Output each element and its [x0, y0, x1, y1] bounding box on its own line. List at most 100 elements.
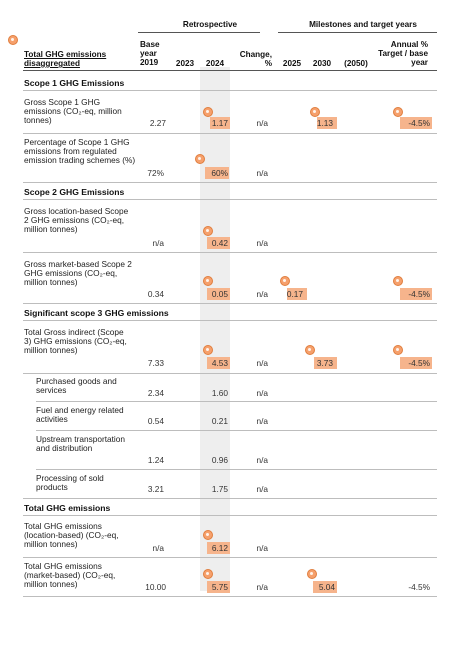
section-rule [23, 199, 437, 200]
cell-highlight [400, 117, 432, 129]
cell-change: n/a [256, 238, 268, 248]
cell-change: n/a [256, 388, 268, 398]
row-rule [36, 469, 437, 470]
section-scope2-title: Scope 2 GHG Emissions [24, 187, 125, 197]
marker-icon [393, 345, 403, 355]
marker-icon [310, 107, 320, 117]
marker-icon [305, 345, 315, 355]
column-2024-shading [200, 67, 230, 591]
marker-icon [393, 107, 403, 117]
marker-icon [203, 276, 213, 286]
marker-icon [307, 569, 317, 579]
group-rule-milestones [278, 32, 437, 33]
cell-2024: 1.60 [211, 388, 228, 398]
header-group-milestones: Milestones and target years [309, 20, 417, 29]
header-2025: 2025 [282, 59, 302, 68]
cell-highlight [287, 288, 307, 300]
header-change: Change, % [239, 50, 272, 68]
header-2024: 2024 [205, 59, 225, 68]
marker-icon [280, 276, 290, 286]
section-total-title: Total GHG emissions [24, 503, 111, 513]
cell-highlight [317, 117, 337, 129]
cell-change: n/a [256, 484, 268, 494]
row-label-market-scope2: Gross market-based Scope 2 GHG emissions… [24, 259, 132, 288]
row-label-processing-sold: Processing of sold products [36, 473, 104, 493]
row-rule [23, 252, 437, 253]
cell-highlight [210, 117, 230, 129]
cell-2025: 0.17 [286, 289, 303, 299]
cell-highlight [313, 581, 337, 593]
header-group-retrospective: Retrospective [182, 20, 238, 29]
row-label-gross-scope1: Gross Scope 1 GHG emissions (CO₂-eq, mil… [24, 97, 122, 126]
cell-base: 1.24 [147, 455, 164, 465]
cell-2024: 6.12 [211, 543, 228, 553]
cell-highlight [205, 167, 229, 179]
cell-change: n/a [256, 416, 268, 426]
cell-highlight [207, 288, 230, 300]
cell-base: 10.00 [145, 582, 166, 592]
row-rule [23, 596, 437, 597]
cell-highlight [207, 357, 230, 369]
row-label-location-scope2: Gross location-based Scope 2 GHG emissio… [24, 206, 129, 235]
cell-highlight [400, 288, 432, 300]
cell-2030: 3.73 [316, 358, 333, 368]
row-rule [23, 373, 437, 374]
marker-icon [203, 569, 213, 579]
marker-icon [203, 530, 213, 540]
cell-2025: 5.04 [318, 582, 335, 592]
header-2050: (2050) [344, 59, 368, 68]
marker-icon [8, 35, 18, 45]
cell-2024: 5.75 [211, 582, 228, 592]
row-label-total-scope3: Total Gross indirect (Scope 3) GHG emiss… [24, 327, 127, 356]
cell-2024: 0.05 [211, 289, 228, 299]
marker-icon [203, 226, 213, 236]
row-rule [36, 401, 437, 402]
marker-icon [203, 107, 213, 117]
section-rule [23, 90, 437, 91]
cell-base: 72% [147, 168, 164, 178]
row-rule [23, 303, 437, 304]
cell-annual: -4.5% [408, 358, 430, 368]
cell-base: 0.54 [147, 416, 164, 426]
row-label-pct-scope1-ets: Percentage of Scope 1 GHG emissions from… [24, 137, 136, 166]
marker-icon [203, 345, 213, 355]
cell-base: 0.34 [147, 289, 164, 299]
header-2023: 2023 [175, 59, 195, 68]
cell-change: n/a [256, 358, 268, 368]
section-rule [23, 515, 437, 516]
row-label-total-location: Total GHG emissions (location-based) (CO… [24, 521, 119, 550]
cell-change: n/a [256, 168, 268, 178]
row-label-fuel-energy: Fuel and energy related activities [36, 405, 124, 425]
row-rule [23, 557, 437, 558]
cell-highlight [207, 581, 230, 593]
row-rule [36, 430, 437, 431]
cell-annual: -4.5% [408, 582, 430, 592]
group-rule-retrospective [138, 32, 260, 33]
cell-2024: 1.17 [211, 118, 228, 128]
cell-2024: 60% [211, 168, 228, 178]
cell-2024: 0.42 [211, 238, 228, 248]
row-label-total-market: Total GHG emissions (market-based) (CO₂-… [24, 561, 116, 590]
cell-highlight [207, 237, 230, 249]
cell-annual: -4.5% [408, 118, 430, 128]
cell-highlight [400, 357, 432, 369]
row-rule [23, 182, 437, 183]
cell-base: 7.33 [147, 358, 164, 368]
header-2030: 2030 [312, 59, 332, 68]
cell-change: n/a [256, 543, 268, 553]
cell-base: 2.34 [147, 388, 164, 398]
cell-annual: -4.5% [408, 289, 430, 299]
row-label-purchased-goods: Purchased goods and services [36, 376, 117, 396]
row-label-upstream-transport: Upstream transportation and distribution [36, 434, 126, 454]
cell-2024: 0.96 [211, 455, 228, 465]
row-rule [23, 133, 437, 134]
cell-2030: 1.13 [316, 118, 333, 128]
cell-base: 3.21 [147, 484, 164, 494]
cell-base: n/a [152, 238, 164, 248]
section-scope1-title: Scope 1 GHG Emissions [24, 78, 125, 88]
cell-change: n/a [256, 289, 268, 299]
cell-change: n/a [256, 118, 268, 128]
cell-2024: 0.21 [211, 416, 228, 426]
cell-change: n/a [256, 582, 268, 592]
header-rule [23, 70, 437, 71]
